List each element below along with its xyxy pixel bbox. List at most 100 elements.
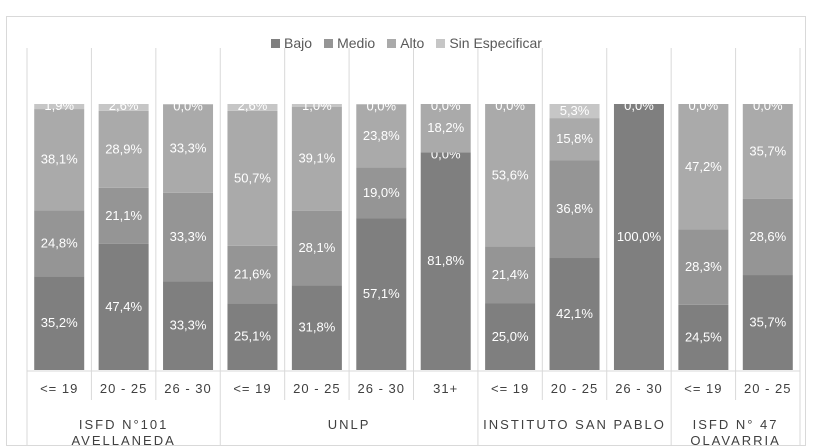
data-label-bajo: 47,4% [105,299,142,314]
data-label-medio: 28,6% [749,229,786,244]
data-label-alto: 15,8% [556,131,593,146]
bar-bajo [34,276,85,370]
bar-alto [163,104,214,193]
bar-bajo [678,304,729,370]
data-label-bajo: 35,7% [749,315,786,330]
bar-bajo [742,275,793,370]
bar-alto [549,118,600,161]
bar-alto [356,104,407,168]
data-label-alto: 39,1% [298,151,335,166]
legend: Bajo Medio Alto Sin Especificar [0,35,813,51]
data-label-medio: 24,8% [41,235,78,250]
bar-bajo [485,303,536,370]
legend-item-sin-especificar: Sin Especificar [436,35,542,51]
bar-medio [678,229,729,305]
data-label-alto: 38,1% [41,152,78,167]
data-label-bajo: 57,1% [363,286,400,301]
data-label-medio: 19,0% [363,185,400,200]
bar-sin-especificar [227,104,278,111]
data-label-bajo: 35,2% [41,315,78,330]
data-label-bajo: 42,1% [556,306,593,321]
bar-bajo [98,243,149,370]
x-tick-label: 26 - 30 [164,381,211,396]
bar-alto [420,104,471,153]
x-tick-label: <= 19 [40,381,78,396]
legend-item-bajo: Bajo [271,35,312,51]
bar-bajo [163,281,214,370]
data-label-sin-especificar: 0,0% [495,98,525,113]
bar-sin-especificar [291,104,342,107]
x-tick-label: 20 - 25 [293,381,340,396]
data-label-alto: 23,8% [363,128,400,143]
bar-bajo [356,218,407,370]
legend-label-medio: Medio [337,35,376,51]
bar-sin-especificar [34,104,85,110]
bar-medio [485,246,536,304]
data-label-medio: 28,1% [298,240,335,255]
data-label-bajo: 31,8% [298,320,335,335]
group-label: INSTITUTO SAN PABLO [483,417,666,432]
data-label-sin-especificar: 1,9% [44,98,74,113]
x-tick-label: 20 - 25 [551,381,598,396]
data-label-medio: 28,3% [685,259,722,274]
bar-medio [98,187,149,244]
bar-alto [98,110,149,188]
data-label-medio: 36,8% [556,201,593,216]
bar-alto [291,106,342,211]
bar-bajo [420,152,471,370]
data-label-sin-especificar: 0,0% [431,98,461,113]
group-label: ISFD N°101 [79,417,169,432]
bar-bajo [549,258,600,370]
legend-item-medio: Medio [324,35,375,51]
legend-swatch-sin-especificar [436,38,446,48]
bar-medio [291,210,342,286]
legend-label-alto: Alto [400,35,425,51]
data-label-bajo: 33,3% [170,318,207,333]
bar-bajo [227,303,278,370]
data-label-alto: 33,3% [170,141,207,156]
data-label-alto: 18,2% [427,120,464,135]
data-label-sin-especificar: 0,0% [173,98,203,113]
data-label-alto: 53,6% [492,167,529,182]
bar-medio [742,198,793,276]
data-label-alto: 50,7% [234,170,271,185]
data-label-alto: 28,9% [105,141,142,156]
bar-medio [227,245,278,304]
data-label-sin-especificar: 1,0% [302,98,332,113]
bar-bajo [291,285,342,370]
data-label-sin-especificar: 0,0% [753,98,783,113]
data-label-sin-especificar: 2,6% [238,98,268,113]
data-label-medio: 33,3% [170,229,207,244]
group-label: ISFD N° 47 [693,417,779,432]
group-label: AVELLANEDA [71,433,175,446]
bar-alto [485,104,536,247]
group-label: UNLP [328,417,371,432]
bar-sin-especificar [549,104,600,119]
data-label-bajo: 25,1% [234,329,271,344]
data-label-medio: 21,6% [234,267,271,282]
data-label-alto: 35,7% [749,143,786,158]
bar-medio [34,210,85,277]
x-tick-label: 26 - 30 [615,381,662,396]
legend-swatch-medio [324,38,334,48]
bar-sin-especificar [98,104,149,111]
bar-alto [34,109,85,211]
x-tick-label: 20 - 25 [100,381,147,396]
data-label-bajo: 24,5% [685,329,722,344]
x-tick-label: <= 19 [233,381,271,396]
bar-medio [163,192,214,282]
data-label-bajo: 81,8% [427,253,464,268]
legend-swatch-alto [387,38,397,48]
legend-swatch-bajo [271,38,281,48]
x-tick-label: 31+ [433,381,458,396]
data-label-alto: 47,2% [685,159,722,174]
x-tick-label: <= 19 [491,381,529,396]
group-label: OLAVARRIA [690,433,780,446]
data-label-medio: 21,1% [105,208,142,223]
data-label-medio: 21,4% [492,267,529,282]
data-label-sin-especificar: 0,0% [689,98,719,113]
data-label-sin-especificar: 0,0% [366,98,396,113]
x-tick-label: <= 19 [684,381,722,396]
legend-label-sin-especificar: Sin Especificar [449,35,542,51]
